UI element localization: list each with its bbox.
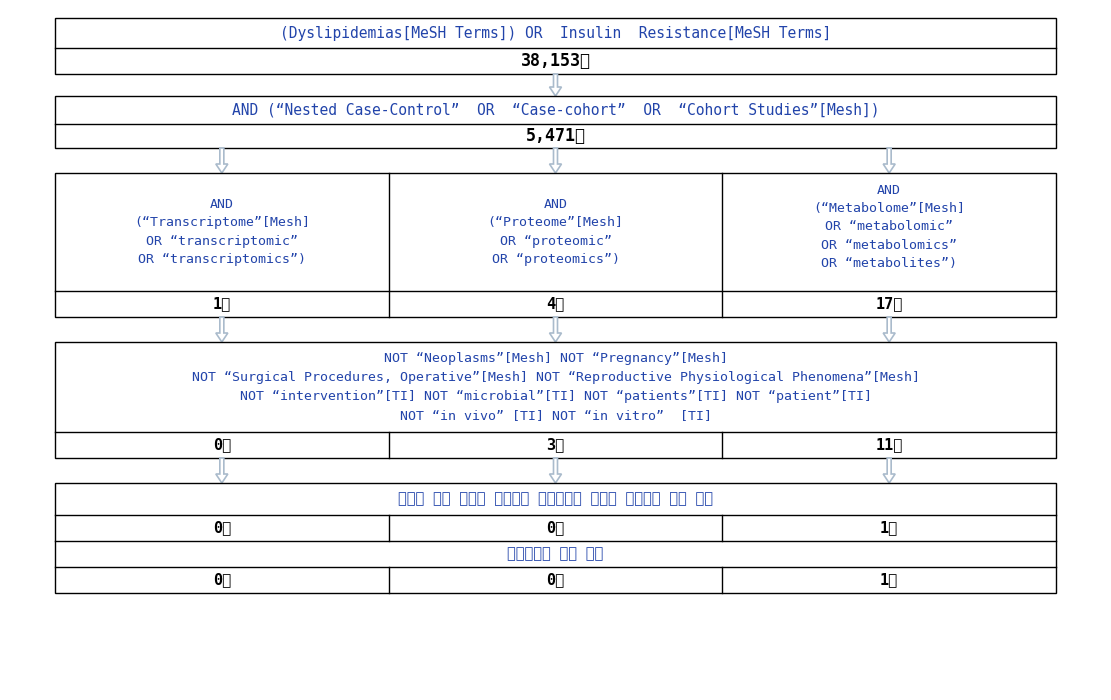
Polygon shape <box>550 458 561 483</box>
Text: 3건: 3건 <box>547 438 564 452</box>
Text: 학술구구루 검색 추가: 학술구구루 검색 추가 <box>508 547 603 561</box>
Text: 17건: 17건 <box>875 297 903 312</box>
Text: NOT “Neoplasms”[Mesh] NOT “Pregnancy”[Mesh]
NOT “Surgical Procedures, Operative”: NOT “Neoplasms”[Mesh] NOT “Pregnancy”[Me… <box>191 352 920 422</box>
Text: 5,471건: 5,471건 <box>526 127 585 145</box>
Text: 0건: 0건 <box>547 521 564 536</box>
Text: 0건: 0건 <box>212 521 231 536</box>
Text: (Dyslipidemias[MeSH Terms]) OR  Insulin  Resistance[MeSH Terms]: (Dyslipidemias[MeSH Terms]) OR Insulin R… <box>280 26 831 41</box>
Text: 초록과 논문 내용을 파악하여 시스템역학 내용과 부적합한 논문 제외: 초록과 논문 내용을 파악하여 시스템역학 내용과 부적합한 논문 제외 <box>398 491 713 507</box>
Text: 0건: 0건 <box>212 438 231 452</box>
Text: AND
(“Transcriptome”[Mesh]
OR “transcriptomic”
OR “transcriptomics”): AND (“Transcriptome”[Mesh] OR “transcrip… <box>133 197 310 266</box>
Bar <box>56 483 1055 593</box>
Text: AND
(“Proteome”[Mesh]
OR “proteomic”
OR “proteomics”): AND (“Proteome”[Mesh] OR “proteomic” OR … <box>488 197 623 266</box>
Text: 0건: 0건 <box>212 573 231 587</box>
Text: 1건: 1건 <box>212 297 231 312</box>
Polygon shape <box>883 148 895 173</box>
Bar <box>56 18 1055 74</box>
Polygon shape <box>216 148 228 173</box>
Text: 4건: 4건 <box>547 297 564 312</box>
Text: 1건: 1건 <box>880 521 899 536</box>
Polygon shape <box>883 458 895 483</box>
Text: 38,153건: 38,153건 <box>520 52 591 70</box>
Polygon shape <box>883 317 895 342</box>
Bar <box>56 173 1055 317</box>
Text: AND (“Nested Case-Control”  OR  “Case-cohort”  OR  “Cohort Studies”[Mesh]): AND (“Nested Case-Control” OR “Case-coho… <box>232 102 879 118</box>
Polygon shape <box>550 148 561 173</box>
Polygon shape <box>216 317 228 342</box>
Bar <box>56 342 1055 458</box>
Polygon shape <box>550 74 561 96</box>
Text: AND
(“Metabolome”[Mesh]
OR “metabolomic”
OR “metabolomics”
OR “metabolites”): AND (“Metabolome”[Mesh] OR “metabolomic”… <box>813 183 965 270</box>
Polygon shape <box>550 317 561 342</box>
Text: 1건: 1건 <box>880 573 899 587</box>
Text: 11건: 11건 <box>875 438 903 452</box>
Text: 0건: 0건 <box>547 573 564 587</box>
Polygon shape <box>216 458 228 483</box>
Bar <box>56 96 1055 148</box>
